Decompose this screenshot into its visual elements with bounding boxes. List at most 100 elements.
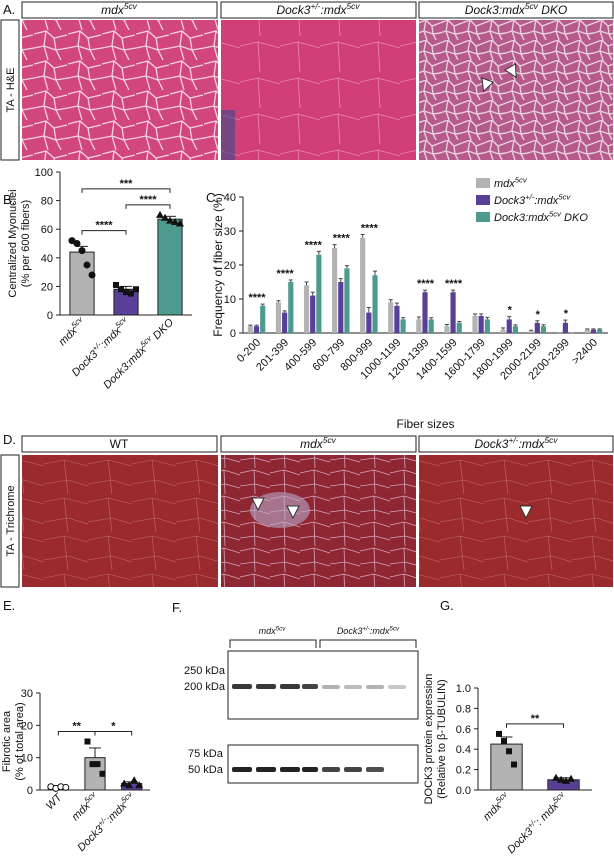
data-point xyxy=(133,286,139,293)
data-point xyxy=(120,779,129,787)
legend-swatch xyxy=(476,212,490,222)
significance-label: **** xyxy=(95,220,113,232)
legend-label: Dock3+/-:mdx5cv xyxy=(494,193,571,207)
data-point xyxy=(161,213,169,221)
bar xyxy=(394,305,400,333)
y-axis-title: Centralized Myonuclei xyxy=(7,189,19,297)
y-axis-title: (Relative to β-TUBULIN) xyxy=(436,679,448,798)
arrowhead xyxy=(286,505,300,520)
bar xyxy=(247,326,253,333)
header: Dock3+/-:mdx5cv xyxy=(276,1,360,17)
data-point xyxy=(506,748,512,755)
bar xyxy=(528,331,534,333)
legend-label: mdx5cv xyxy=(494,176,528,190)
legend-swatch xyxy=(476,178,490,188)
header-part: DKO xyxy=(538,3,567,17)
bar xyxy=(540,326,547,333)
micrograph xyxy=(419,455,613,587)
bar xyxy=(332,248,338,333)
y-tick-label: 20 xyxy=(224,260,236,272)
header-part: 5cv xyxy=(124,1,138,11)
bar xyxy=(288,282,294,333)
significance-label: **** xyxy=(361,222,379,234)
legend-label-part: +/- xyxy=(525,193,535,202)
data-point xyxy=(557,775,565,783)
side-label-box xyxy=(0,19,20,161)
legend-label-part: 5cv xyxy=(558,193,571,202)
bar xyxy=(253,326,260,333)
side-label: TA - Trichrome xyxy=(5,485,17,556)
bar xyxy=(456,322,462,333)
bar xyxy=(316,254,322,333)
significance-bracket xyxy=(125,204,171,209)
x-tick-label-part: WT xyxy=(44,791,65,812)
bar xyxy=(360,237,366,333)
panel-label: A. xyxy=(3,2,15,17)
significance-label: * xyxy=(508,305,513,317)
x-tick-label: WT xyxy=(44,791,65,812)
mw-label: 200 kDa xyxy=(184,681,226,693)
significance-bracket xyxy=(81,230,127,235)
group-bracket xyxy=(229,639,417,648)
legend-swatch xyxy=(476,195,490,205)
legend-label-part: 5cv xyxy=(549,210,562,219)
y-axis-title: (% per 600 fibers) xyxy=(20,200,32,287)
bar xyxy=(500,329,506,333)
header-part: 5cv xyxy=(545,435,559,445)
header-box xyxy=(418,1,614,19)
bar xyxy=(534,322,540,333)
y-tick-label: 0 xyxy=(47,310,53,322)
bar xyxy=(388,302,394,333)
data-point xyxy=(176,219,184,227)
significance-label: **** xyxy=(305,239,323,251)
bar xyxy=(416,319,422,333)
significance-label: * xyxy=(564,308,569,320)
data-point xyxy=(99,770,106,777)
x-tick-label: mdx5cv xyxy=(68,789,102,823)
header: Dock3+/-:mdx5cv xyxy=(474,435,558,451)
header-part: :mdx xyxy=(518,437,545,451)
bar xyxy=(590,329,597,333)
micrograph xyxy=(419,20,613,160)
y-axis-title: Frequency of fiber size (%) xyxy=(211,193,225,336)
legend-label: Dock3:mdx5cv DKO xyxy=(494,210,588,224)
y-tick-label: 0.0 xyxy=(456,785,471,797)
data-point xyxy=(94,761,101,768)
header-part: 5cv xyxy=(525,1,539,11)
panel-label: F. xyxy=(172,600,182,615)
header: WT xyxy=(110,437,129,451)
x-tick-label-part: DKO xyxy=(149,316,177,344)
y-tick-label: 10 xyxy=(21,753,33,765)
bar xyxy=(484,319,490,333)
y-axis-title: (% of total area) xyxy=(14,702,26,780)
group-label-part: 5cv xyxy=(389,625,400,632)
x-tick-label: mdx5cv xyxy=(55,314,89,348)
arrowhead xyxy=(481,77,495,93)
significance-label: * xyxy=(111,721,116,733)
bar xyxy=(338,282,344,333)
y-tick-label: 60 xyxy=(41,224,53,236)
significance-bracket xyxy=(81,188,171,193)
header: mdx5cv xyxy=(300,435,337,451)
bar xyxy=(282,312,288,333)
micrograph xyxy=(22,20,218,160)
significance-label: **** xyxy=(248,292,266,304)
y-tick-label: 0.4 xyxy=(456,744,471,756)
group-label-part: Dock3 xyxy=(337,626,363,636)
y-tick-label: 40 xyxy=(41,253,53,265)
header-part: WT xyxy=(110,437,129,451)
group-label: Dock3+/-:mdx5cv xyxy=(337,625,400,636)
x-tick-label: >2400 xyxy=(570,337,600,367)
stain-region xyxy=(221,110,235,160)
y-axis-title: DOCK3 protein expression xyxy=(423,674,435,805)
micrograph xyxy=(22,455,218,587)
significance-label: ** xyxy=(72,721,81,733)
header-box xyxy=(21,435,218,453)
significance-label: **** xyxy=(417,278,435,290)
bar xyxy=(444,326,450,333)
data-point xyxy=(511,761,517,768)
y-tick-label: 80 xyxy=(41,196,53,208)
y-tick-label: 40 xyxy=(224,192,236,204)
header-box xyxy=(220,435,417,453)
data-point xyxy=(135,781,144,789)
